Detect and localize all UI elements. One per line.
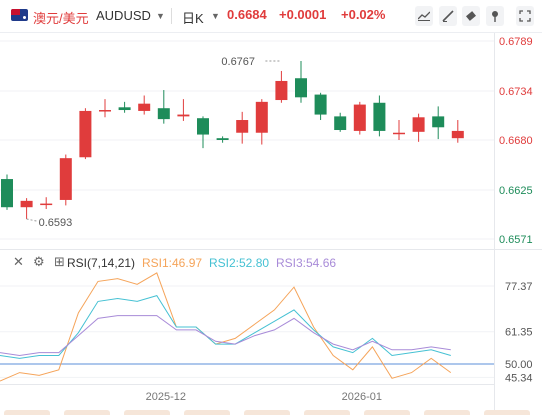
candle-body bbox=[216, 138, 229, 140]
candle-body bbox=[118, 107, 131, 111]
bottom-tab-stub bbox=[244, 410, 290, 415]
candle-body bbox=[157, 108, 170, 120]
period-selector[interactable]: 日K bbox=[182, 11, 204, 26]
price-tick-label: 0.6789 bbox=[499, 36, 533, 48]
fullscreen-icon[interactable] bbox=[516, 6, 534, 26]
candle bbox=[99, 99, 111, 118]
candle-body bbox=[393, 132, 405, 135]
divider bbox=[171, 8, 172, 24]
bottom-tab-stub bbox=[184, 410, 230, 415]
candle-body bbox=[59, 158, 72, 200]
au-flag-icon bbox=[11, 9, 28, 21]
price-tick-label: 0.6680 bbox=[499, 135, 533, 147]
candle bbox=[393, 120, 405, 140]
low-marker-line bbox=[26, 218, 37, 222]
price-change: +0.0001 bbox=[279, 7, 327, 22]
candle-body bbox=[79, 110, 92, 158]
rsi-tick-label: 77.37 bbox=[505, 281, 533, 293]
indicator-icon[interactable]: ⊞ bbox=[54, 254, 65, 269]
rsi-series-rsi3 bbox=[0, 315, 451, 357]
price-tick-label: 0.6625 bbox=[499, 185, 533, 197]
pair-code[interactable]: AUDUSD bbox=[96, 8, 151, 23]
candle bbox=[353, 101, 366, 135]
rsi-series-rsi1 bbox=[0, 272, 452, 382]
eraser-icon[interactable] bbox=[462, 6, 480, 26]
candle bbox=[138, 95, 151, 115]
time-axis-label: 2026-01 bbox=[342, 391, 382, 403]
candle-body bbox=[373, 102, 386, 131]
candle-body bbox=[334, 116, 347, 131]
high-annotation: 0.6767 bbox=[221, 56, 255, 68]
candle bbox=[373, 95, 386, 137]
rsi2-value: RSI2:52.80 bbox=[209, 256, 270, 270]
candle bbox=[275, 70, 288, 103]
bottom-tab-stub bbox=[364, 410, 410, 415]
pair-dropdown-icon[interactable]: ▼ bbox=[156, 11, 165, 21]
rsi-tick-label: 50.00 bbox=[505, 359, 533, 371]
candle bbox=[59, 154, 72, 206]
candle-body bbox=[255, 101, 268, 133]
price-tick-label: 0.6571 bbox=[499, 234, 533, 246]
rsi-label[interactable]: RSI(7,14,21) bbox=[67, 256, 136, 270]
price-change-percent: +0.02% bbox=[341, 7, 386, 22]
candle-body bbox=[295, 78, 307, 98]
period-dropdown-icon[interactable]: ▼ bbox=[211, 11, 220, 21]
candle bbox=[197, 116, 209, 149]
candle-body bbox=[20, 200, 33, 208]
time-axis-label: 2025-12 bbox=[146, 391, 186, 403]
candle bbox=[334, 112, 347, 132]
draw-tools-icon[interactable] bbox=[439, 6, 457, 26]
candle bbox=[216, 136, 229, 143]
candle-body bbox=[138, 103, 151, 111]
chart-toolbar: 澳元/美元 AUDUSD ▼ 日K ▼ 0.6684 +0.0001 +0.02… bbox=[0, 0, 542, 32]
candle-body bbox=[177, 114, 190, 117]
candle-body bbox=[314, 94, 327, 115]
bottom-tab-stub bbox=[424, 410, 470, 415]
rsi-tick-label: 61.35 bbox=[505, 327, 533, 339]
candle bbox=[451, 120, 464, 143]
candle-body bbox=[197, 118, 209, 135]
line-style-icon[interactable] bbox=[415, 6, 433, 26]
collapse-icon[interactable]: ✕ bbox=[13, 254, 24, 269]
rsi-tick-label: 45.34 bbox=[505, 372, 533, 384]
candle bbox=[1, 174, 13, 210]
pin-icon[interactable] bbox=[486, 6, 504, 26]
bottom-tab-stub bbox=[4, 410, 50, 415]
candle-body bbox=[451, 130, 464, 139]
last-price: 0.6684 bbox=[227, 7, 267, 22]
rsi-header: ✕ ⚙ ⊞ RSI(7,14,21) RSI1:46.97 RSI2:52.80… bbox=[0, 252, 542, 272]
candle bbox=[255, 99, 268, 145]
candle bbox=[314, 92, 327, 121]
candle bbox=[40, 197, 53, 210]
rsi-series-rsi2 bbox=[0, 295, 451, 359]
candle bbox=[157, 90, 170, 124]
bottom-tab-stub bbox=[64, 410, 110, 415]
candle bbox=[177, 99, 190, 121]
candle bbox=[432, 106, 445, 140]
candle-body bbox=[40, 203, 53, 206]
candle-body bbox=[99, 110, 111, 112]
candle-body bbox=[236, 120, 249, 133]
candle bbox=[118, 101, 131, 113]
bottom-tab-stub bbox=[484, 410, 530, 415]
candle bbox=[20, 198, 33, 220]
candle bbox=[236, 111, 249, 144]
rsi1-value: RSI1:46.97 bbox=[142, 256, 203, 270]
pair-name-cn[interactable]: 澳元/美元 bbox=[33, 11, 89, 26]
candle-body bbox=[275, 80, 288, 101]
price-tick-label: 0.6734 bbox=[499, 86, 533, 98]
settings-icon[interactable]: ⚙ bbox=[33, 254, 45, 269]
candle bbox=[79, 108, 92, 160]
bottom-tab-stub bbox=[304, 410, 350, 415]
candle bbox=[295, 60, 307, 103]
low-annotation: 0.6593 bbox=[39, 217, 73, 229]
candle bbox=[412, 113, 425, 142]
candle-body bbox=[1, 179, 13, 208]
rsi3-value: RSI3:54.66 bbox=[276, 256, 337, 270]
candle-body bbox=[412, 117, 425, 132]
candle-body bbox=[353, 104, 366, 131]
bottom-tab-stub bbox=[124, 410, 170, 415]
candle-body bbox=[432, 116, 445, 128]
